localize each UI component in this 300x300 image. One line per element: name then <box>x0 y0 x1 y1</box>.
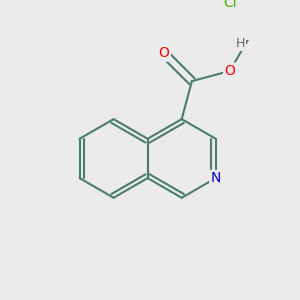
Text: Cl: Cl <box>223 0 237 10</box>
Text: O: O <box>159 46 170 60</box>
Text: N: N <box>211 171 221 185</box>
Text: O: O <box>224 64 235 78</box>
Text: H: H <box>236 37 245 50</box>
